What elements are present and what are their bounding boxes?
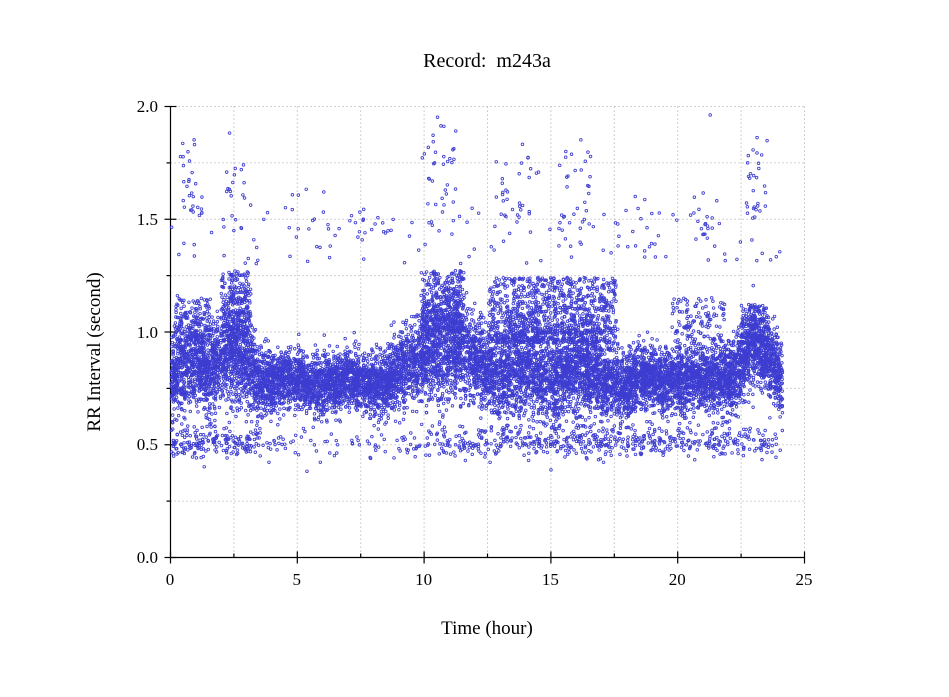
x-tick-label: 10 — [415, 570, 433, 589]
x-tick-label: 20 — [668, 570, 686, 589]
x-tick-label: 0 — [165, 570, 175, 589]
x-axis-title: Time (hour) — [441, 618, 533, 639]
x-tick-label: 15 — [541, 570, 559, 589]
y-tick-label: 0.5 — [136, 435, 158, 455]
y-tick-label: 2.0 — [136, 97, 158, 116]
y-axis-title: RR Interval (second) — [84, 272, 105, 432]
x-tick-label: 5 — [292, 570, 302, 589]
x-tick-label: 25 — [795, 570, 813, 589]
y-tick-label: 0.0 — [136, 548, 158, 567]
y-tick-label: 1.0 — [136, 322, 158, 342]
y-tick-label: 1.5 — [136, 209, 158, 229]
